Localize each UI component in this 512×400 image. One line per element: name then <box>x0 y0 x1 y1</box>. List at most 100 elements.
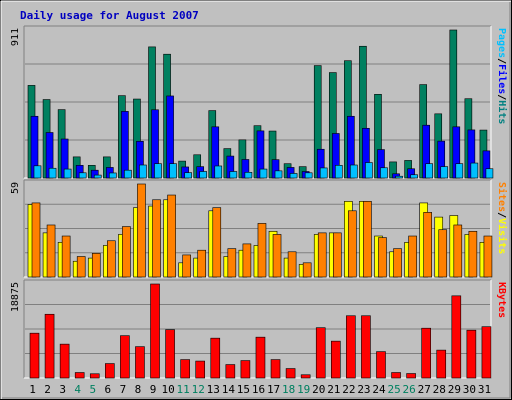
middle-bar-sites-day-9 <box>152 199 161 278</box>
bottom-bar-kbytes-day-18 <box>285 368 296 379</box>
bottom-bar-kbytes-day-21 <box>330 340 341 379</box>
bottom-bar-kbytes-day-28 <box>436 349 447 379</box>
top-bar-pages-day-7 <box>124 169 132 179</box>
middle-bar-sites-day-3 <box>61 235 71 278</box>
middle-bar-sites-day-8 <box>137 183 146 278</box>
middle-bar-sites-day-21 <box>332 232 342 278</box>
top-legend-part: Pages <box>496 28 507 58</box>
top-legend-label: Pages/Files/Hits <box>496 28 508 124</box>
top-bar-pages-day-16 <box>259 168 268 179</box>
x-tick-day-19: 19 <box>297 383 310 396</box>
top-legend-part: Hits <box>496 100 508 124</box>
top-bar-pages-day-17 <box>274 170 283 179</box>
x-axis-labels: 1 2 3 4 5 6 7 8 9 10 11 12 13 14 15 16 17 18 19 20 21 22 23 24 2… <box>29 383 491 396</box>
x-tick-day-30: 30 <box>463 383 476 396</box>
middle-bar-sites-day-27 <box>423 212 432 278</box>
top-panel: 911 Pages/Files/Hits <box>10 25 508 179</box>
middle-bar-sites-day-30 <box>468 230 478 278</box>
bottom-bar-kbytes-day-1 <box>29 332 40 379</box>
x-tick-day-10: 10 <box>161 383 174 396</box>
middle-bar-sites-day-26 <box>408 235 417 278</box>
middle-bar-sites-day-7 <box>122 226 131 278</box>
x-tick-day-9: 9 <box>150 383 157 396</box>
x-tick-day-12: 12 <box>192 383 205 396</box>
bottom-bar-kbytes-day-9 <box>150 283 160 379</box>
top-bar-pages-day-26 <box>410 174 418 179</box>
bottom-bar-kbytes-day-13 <box>210 337 221 379</box>
bottom-ymax-label: 18875 <box>10 282 21 312</box>
top-legend-part: / <box>496 94 507 100</box>
middle-legend-part: Sites <box>496 182 508 212</box>
x-tick-day-26: 26 <box>403 383 416 396</box>
middle-bar-sites-day-16 <box>257 223 267 278</box>
top-bar-files-day-7 <box>121 111 129 179</box>
bottom-bar-kbytes-day-20 <box>315 327 326 379</box>
middle-panel: 59 Sites/Visits <box>10 179 508 278</box>
x-tick-day-14: 14 <box>222 383 236 396</box>
bottom-bar-kbytes-day-11 <box>180 359 190 379</box>
top-bar-pages-day-11 <box>184 172 192 179</box>
bottom-bar-kbytes-day-10 <box>165 329 175 379</box>
middle-bar-sites-day-19 <box>302 262 312 278</box>
middle-bar-sites-day-24 <box>378 237 387 278</box>
bottom-bar-kbytes-day-26 <box>406 373 416 379</box>
top-bar-pages-day-20 <box>319 167 328 179</box>
x-tick-day-13: 13 <box>207 383 220 396</box>
x-tick-day-31: 31 <box>478 383 491 396</box>
top-bar-pages-day-30 <box>470 162 479 179</box>
top-ymax-label: 911 <box>10 28 21 46</box>
bottom-bar-kbytes-day-4 <box>74 372 85 379</box>
top-bar-pages-day-3 <box>63 168 72 179</box>
bottom-bar-kbytes-day-22 <box>346 315 356 379</box>
bottom-bar-kbytes-day-7 <box>120 335 130 379</box>
bottom-bar-kbytes-day-24 <box>376 351 386 379</box>
bottom-legend-part: KBytes <box>496 282 507 318</box>
bottom-legend-label: KBytes <box>496 282 507 318</box>
top-bar-pages-day-22 <box>350 164 358 179</box>
middle-legend-part: / <box>496 212 507 218</box>
x-tick-day-20: 20 <box>312 383 325 396</box>
top-bar-pages-day-8 <box>139 164 147 179</box>
middle-bar-sites-day-15 <box>242 243 252 278</box>
top-bar-pages-day-23 <box>365 162 373 179</box>
middle-legend-part: Visits <box>496 218 508 254</box>
middle-bar-sites-day-13 <box>212 207 222 278</box>
x-tick-day-3: 3 <box>59 383 66 396</box>
top-bar-pages-day-1 <box>33 165 42 179</box>
middle-bar-sites-day-1 <box>31 202 41 278</box>
bottom-bar-kbytes-day-23 <box>361 315 371 379</box>
middle-bar-sites-day-2 <box>46 224 56 278</box>
bottom-bar-kbytes-day-17 <box>270 359 281 379</box>
x-tick-day-18: 18 <box>282 383 295 396</box>
x-tick-day-17: 17 <box>267 383 280 396</box>
middle-legend-label: Sites/Visits <box>496 182 508 254</box>
bottom-bar-kbytes-day-16 <box>255 336 266 379</box>
x-tick-day-25: 25 <box>387 383 400 396</box>
x-tick-day-2: 2 <box>44 383 51 396</box>
x-tick-day-29: 29 <box>448 383 461 396</box>
middle-bar-sites-day-25 <box>393 248 402 278</box>
bottom-bar-kbytes-day-14 <box>225 364 236 379</box>
top-bar-pages-day-18 <box>289 173 298 179</box>
middle-bar-sites-day-12 <box>197 249 207 278</box>
top-bar-pages-day-19 <box>304 172 313 179</box>
top-bar-pages-day-5 <box>93 174 102 179</box>
top-bar-pages-day-27 <box>425 163 433 179</box>
middle-ymax-label: 59 <box>10 182 21 194</box>
top-bar-pages-day-9 <box>154 163 162 179</box>
x-tick-day-24: 24 <box>372 383 386 396</box>
bottom-bar-kbytes-day-30 <box>466 329 477 379</box>
x-tick-day-11: 11 <box>177 383 190 396</box>
x-tick-day-4: 4 <box>74 383 81 396</box>
bottom-bar-kbytes-day-25 <box>391 372 401 379</box>
top-bar-pages-day-15 <box>244 172 253 179</box>
top-bar-pages-day-13 <box>214 165 223 179</box>
bottom-panel: 18875 KBytes <box>10 279 507 379</box>
middle-bar-sites-day-20 <box>317 232 327 278</box>
middle-bar-sites-day-5 <box>91 253 101 278</box>
top-legend-part: / <box>496 58 507 64</box>
x-tick-day-27: 27 <box>418 383 431 396</box>
top-bar-pages-day-25 <box>395 175 403 179</box>
